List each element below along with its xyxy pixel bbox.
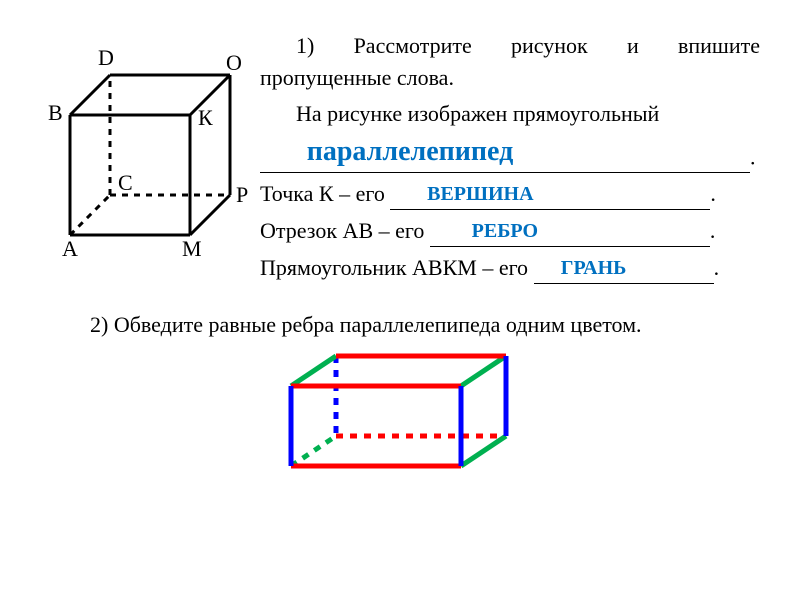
answer3: РЕБРО [472,220,538,242]
label-O: O [226,50,242,75]
cube-diagram: D O B К С Р А М [40,30,250,260]
task2-text: 2) Обведите равные ребра параллелепипеда… [40,312,760,338]
label-K: К [198,105,213,130]
colored-parallelepiped [40,348,760,483]
label-C: С [118,170,133,195]
label-M: М [182,236,202,260]
task1-text: 1) Рассмотрите рисунок и впишите пропуще… [250,30,760,288]
task1-line3: Точка К – его [260,181,385,206]
task1-line4: Отрезок АВ – его [260,218,424,243]
task1-line5: Прямоугольник АВКМ – его [260,255,528,280]
label-P: Р [236,182,248,207]
cube-svg: D O B К С Р А М [40,30,250,260]
answer4: ГРАНЬ [561,257,627,279]
label-D: D [98,45,114,70]
answer1: параллелепипед [307,136,514,167]
label-A: А [62,236,78,260]
answer2: ВЕРШИНА [427,183,533,205]
label-B: B [48,100,63,125]
colored-box-svg [283,348,518,478]
task1-intro: 1) Рассмотрите рисунок и впишите пропуще… [260,30,760,94]
task1-line2: На рисунке изображен прямоугольный [296,101,659,126]
